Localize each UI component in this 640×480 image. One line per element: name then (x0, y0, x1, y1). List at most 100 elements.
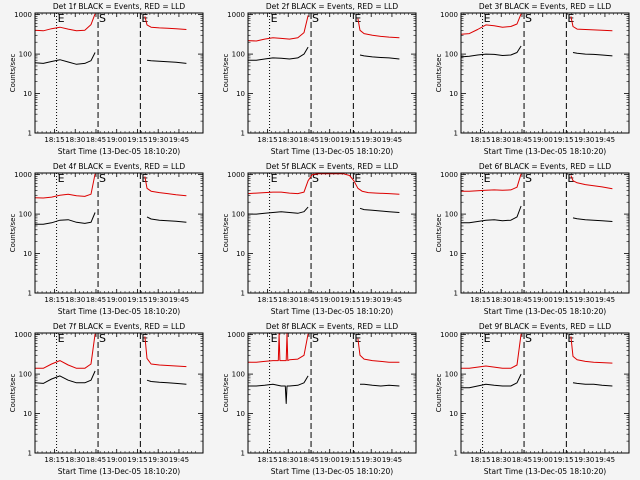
x-tick-label: 19:15 (340, 296, 360, 304)
panel-title: Det 6f BLACK = Events, RED = LLD (479, 162, 612, 171)
x-tick-label: 19:00 (107, 296, 127, 304)
marker-label: S (312, 12, 319, 25)
data-series (461, 173, 613, 224)
x-tick-label: 19:15 (127, 136, 147, 144)
events-series-line (461, 45, 522, 58)
events-series-line (572, 52, 613, 57)
x-tick-label: 18:30 (491, 296, 511, 304)
x-tick-label: 18:45 (86, 456, 106, 464)
x-tick-label: 19:15 (340, 456, 360, 464)
y-tick-label: 10 (23, 250, 32, 258)
lld-series-line (248, 333, 309, 363)
lld-series-line (357, 18, 400, 39)
x-tick-label: 18:30 (491, 136, 511, 144)
marker-label: E (271, 12, 278, 25)
events-series-line (35, 370, 96, 384)
x-tick-label: 19:30 (148, 136, 168, 144)
marker-label: S (312, 332, 319, 345)
y-tick-label: 100 (232, 51, 245, 59)
x-axis: 18:15 18:30 18:45 19:00 19:15 19:30 19:45 (463, 173, 622, 304)
x-tick-label: 19:30 (148, 456, 168, 464)
detector-panel-8: Det 8f BLACK = Events, RED = LLD Counts/s… (222, 322, 417, 476)
events-series-line (359, 54, 400, 60)
data-series (248, 333, 400, 404)
x-tick-label: 19:15 (553, 136, 573, 144)
x-tick-label: 18:15 (44, 136, 64, 144)
y-tick-label: 10 (236, 250, 245, 258)
x-axis-label: Start Time (13-Dec-05 18:10:20) (58, 467, 180, 476)
x-tick-label: 19:45 (169, 296, 189, 304)
x-tick-label: 19:15 (340, 136, 360, 144)
x-tick-label: 19:45 (382, 296, 402, 304)
x-tick-label: 19:45 (169, 456, 189, 464)
y-tick-label: 1 (28, 130, 32, 138)
x-axis: 18:15 18:30 18:45 19:00 19:15 19:30 19:45 (463, 333, 622, 464)
x-tick-label: 19:00 (107, 456, 127, 464)
y-tick-label: 1000 (227, 11, 245, 19)
x-tick-label: 19:30 (361, 296, 381, 304)
x-tick-label: 19:00 (320, 456, 340, 464)
y-tick-label: 10 (449, 90, 458, 98)
marker-label: E (354, 332, 361, 345)
marker-label: E (484, 172, 491, 185)
lld-series-line (461, 13, 522, 35)
marker-label: E (58, 332, 65, 345)
lld-series-line (144, 176, 187, 197)
x-tick-label: 18:45 (86, 136, 106, 144)
y-tick-label: 1000 (14, 171, 32, 179)
x-tick-label: 19:30 (574, 456, 594, 464)
events-series-line (461, 205, 522, 224)
marker-label: E (567, 172, 574, 185)
x-tick-label: 18:15 (470, 296, 490, 304)
events-series-line (461, 373, 522, 389)
x-axis-label: Start Time (13-Dec-05 18:10:20) (58, 307, 180, 316)
x-tick-label: 18:45 (299, 296, 319, 304)
y-axis: 1 10 100 1000 (227, 171, 416, 298)
x-tick-label: 19:30 (574, 296, 594, 304)
marker-label: S (312, 172, 319, 185)
data-series (461, 13, 613, 58)
lld-series-line (248, 15, 309, 42)
x-axis-label: Start Time (13-Dec-05 18:10:20) (484, 307, 606, 316)
x-tick-label: 19:00 (533, 136, 553, 144)
events-series-line (248, 46, 309, 61)
plot-frame (460, 12, 630, 134)
lld-series-line (144, 16, 187, 30)
x-tick-label: 19:00 (107, 136, 127, 144)
y-tick-label: 100 (445, 211, 458, 219)
marker-label: S (99, 172, 106, 185)
y-tick-label: 1000 (227, 171, 245, 179)
events-series-line (572, 382, 613, 387)
x-tick-label: 18:15 (257, 136, 277, 144)
events-series-line (248, 206, 309, 215)
x-tick-label: 19:45 (595, 296, 615, 304)
marker-label: S (525, 12, 532, 25)
y-axis-label: Counts/sec (435, 374, 443, 413)
lld-series-line (248, 173, 400, 195)
data-series (35, 13, 187, 65)
lld-series-line (144, 336, 187, 368)
y-tick-label: 100 (19, 371, 32, 379)
events-series-line (572, 217, 613, 222)
y-tick-label: 1 (28, 290, 32, 298)
x-axis-label: Start Time (13-Dec-05 18:10:20) (484, 467, 606, 476)
y-tick-label: 100 (232, 211, 245, 219)
x-axis: 18:15 18:30 18:45 19:00 19:15 19:30 19:45 (250, 173, 409, 304)
x-tick-label: 18:45 (299, 136, 319, 144)
x-tick-label: 19:45 (595, 456, 615, 464)
x-tick-label: 19:45 (595, 136, 615, 144)
x-tick-label: 18:15 (470, 136, 490, 144)
x-tick-label: 19:15 (127, 296, 147, 304)
x-tick-label: 18:30 (491, 456, 511, 464)
lld-series-line (35, 13, 96, 32)
x-axis-label: Start Time (13-Dec-05 18:10:20) (58, 147, 180, 156)
marker-label: E (484, 12, 491, 25)
lld-series-line (35, 173, 96, 199)
events-series-line (360, 383, 400, 387)
lld-series-line (570, 175, 613, 190)
x-tick-label: 19:15 (553, 296, 573, 304)
y-axis-label: Counts/sec (222, 214, 230, 253)
marker-label: E (484, 332, 491, 345)
